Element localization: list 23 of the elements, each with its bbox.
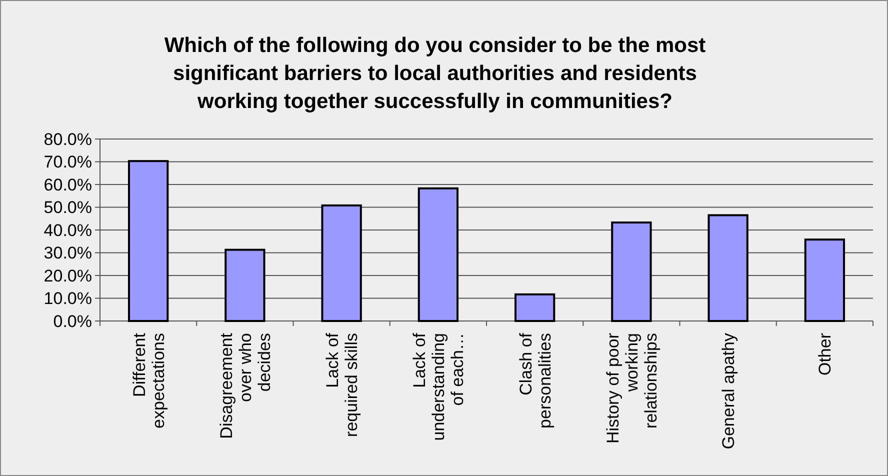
x-tick-label: Different expectations: [130, 332, 168, 428]
y-tick-label: 80.0%: [44, 130, 92, 149]
bar: [128, 160, 169, 322]
y-tick-label: 60.0%: [44, 175, 92, 194]
y-tick-label: 20.0%: [44, 266, 92, 286]
chart-title: Which of the following do you consider to be the most significant barriers to local authorities and residents working together successfully in communities?: [164, 34, 706, 113]
bar: [708, 214, 748, 322]
bar: [321, 204, 362, 322]
y-tick-label: 70.0%: [44, 152, 92, 172]
y-tick-label: 0.0%: [53, 312, 92, 331]
bar: [418, 187, 459, 322]
bar: [224, 248, 266, 322]
y-tick-label: 50.0%: [44, 198, 92, 218]
x-tick-label: Lack of understanding of each…: [410, 332, 468, 441]
x-tick-label: Disagreement over who decides: [216, 332, 274, 439]
y-tick-label: 30.0%: [44, 244, 92, 263]
y-tick-label: 10.0%: [44, 289, 92, 308]
x-tick-label: Other: [816, 332, 835, 376]
y-tick-label: 40.0%: [44, 220, 92, 240]
bar: [514, 293, 556, 322]
bar: [611, 221, 652, 322]
x-tick-label: General apathy: [719, 332, 738, 450]
bar: [804, 238, 846, 322]
